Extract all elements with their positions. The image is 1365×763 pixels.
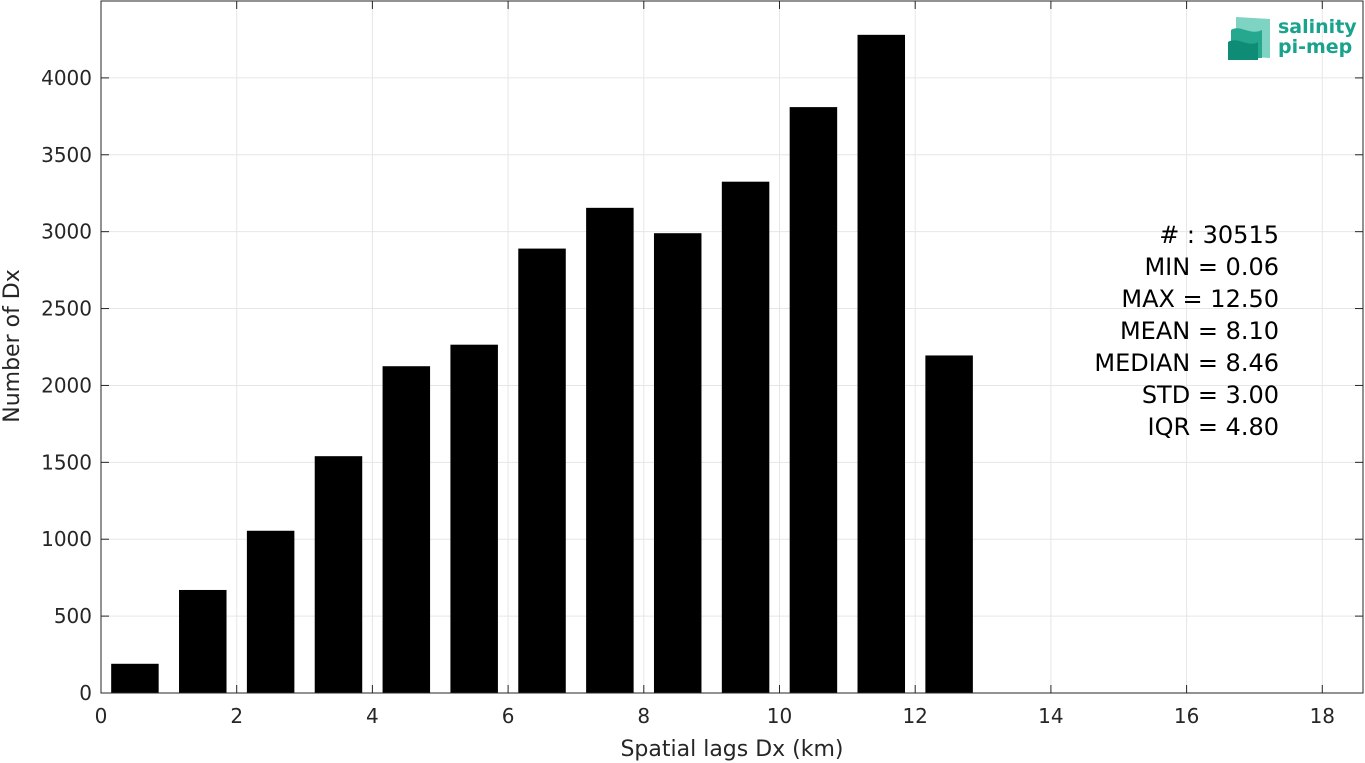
bar xyxy=(450,344,498,693)
bar xyxy=(925,355,973,693)
logo-waves-icon xyxy=(1228,17,1270,60)
logo-text-pi-mep: pi-mep xyxy=(1278,36,1352,58)
x-tick-label: 0 xyxy=(95,704,108,728)
y-tick-label: 0 xyxy=(79,681,92,705)
salinity-pi-mep-logo: salinity pi-mep xyxy=(1228,16,1357,60)
stat-line: MIN = 0.06 xyxy=(1144,253,1279,281)
y-tick-label: 2500 xyxy=(41,297,92,321)
x-tick-label: 12 xyxy=(902,704,927,728)
y-tick-label: 3500 xyxy=(41,143,92,167)
y-tick-label: 4000 xyxy=(41,66,92,90)
bar xyxy=(314,456,363,693)
x-tick-label: 6 xyxy=(502,704,515,728)
bar xyxy=(179,589,227,693)
x-tick-label: 16 xyxy=(1174,704,1199,728)
y-tick-label: 3000 xyxy=(41,220,92,244)
bar xyxy=(721,181,770,693)
stat-line: MEDIAN = 8.46 xyxy=(1094,349,1279,377)
y-tick-label: 1500 xyxy=(41,450,92,474)
bars xyxy=(111,34,973,694)
stat-line: IQR = 4.80 xyxy=(1148,413,1279,441)
x-axis-label: Spatial lags Dx (km) xyxy=(620,737,843,762)
y-tick-label: 2000 xyxy=(41,373,92,397)
bar xyxy=(246,530,295,693)
plot-area-border xyxy=(100,0,1364,694)
bar xyxy=(382,366,431,693)
bar xyxy=(586,207,634,693)
bar xyxy=(653,233,702,693)
bar xyxy=(789,107,838,693)
y-tick-label: 1000 xyxy=(41,527,92,551)
x-tick-label: 4 xyxy=(366,704,379,728)
bar xyxy=(857,34,906,693)
x-tick-label: 14 xyxy=(1038,704,1063,728)
y-tick-label: 500 xyxy=(54,604,92,628)
stat-line: MEAN = 8.10 xyxy=(1120,317,1279,345)
statistics-annotation: # : 30515 MIN = 0.06 MAX = 12.50 MEAN = 8.1… xyxy=(1094,221,1279,441)
bar xyxy=(518,248,566,694)
stat-line: # : 30515 xyxy=(1159,221,1279,249)
y-axis-ticks: 0 500 1000 1500 2000 2500 3000 3500 4000 xyxy=(41,66,1363,705)
x-tick-label: 10 xyxy=(767,704,792,728)
stat-line: MAX = 12.50 xyxy=(1121,285,1279,313)
stat-line: STD = 3.00 xyxy=(1142,381,1279,409)
x-tick-label: 8 xyxy=(637,704,650,728)
y-axis-label: Number of Dx xyxy=(0,269,25,423)
x-tick-label: 2 xyxy=(230,704,243,728)
logo-text-salinity: salinity xyxy=(1278,16,1357,38)
x-axis-ticks: 0 2 4 6 8 10 12 14 16 18 xyxy=(95,1,1335,728)
x-tick-label: 18 xyxy=(1310,704,1335,728)
bar xyxy=(111,663,159,693)
